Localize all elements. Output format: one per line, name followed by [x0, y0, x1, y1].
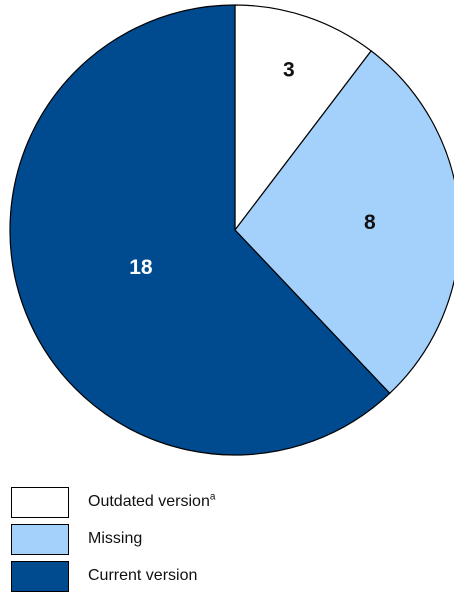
- pie-slice-current: [9, 4, 391, 456]
- legend-item-outdated: Outdated versiona: [11, 485, 215, 519]
- legend-label-current: Current version: [88, 567, 198, 584]
- legend-swatch-outdated: [11, 486, 69, 518]
- slice-label-outdated: 3: [283, 59, 295, 82]
- slice-label-current: 18: [129, 256, 153, 279]
- legend-swatch-current: [11, 560, 69, 592]
- pie-slice-missing: [234, 50, 454, 394]
- pie-chart: 3 8 18: [9, 4, 454, 456]
- pie-slice-outdated: [234, 4, 372, 231]
- legend-item-missing: Missing: [11, 522, 215, 556]
- legend-label-outdated: Outdated versiona: [88, 491, 216, 510]
- legend-swatch-missing: [11, 523, 69, 555]
- legend-item-current: Current version: [11, 559, 215, 593]
- slice-label-missing: 8: [364, 211, 376, 234]
- legend: Outdated versiona Missing Current versio…: [11, 485, 215, 596]
- legend-label-missing: Missing: [88, 530, 143, 547]
